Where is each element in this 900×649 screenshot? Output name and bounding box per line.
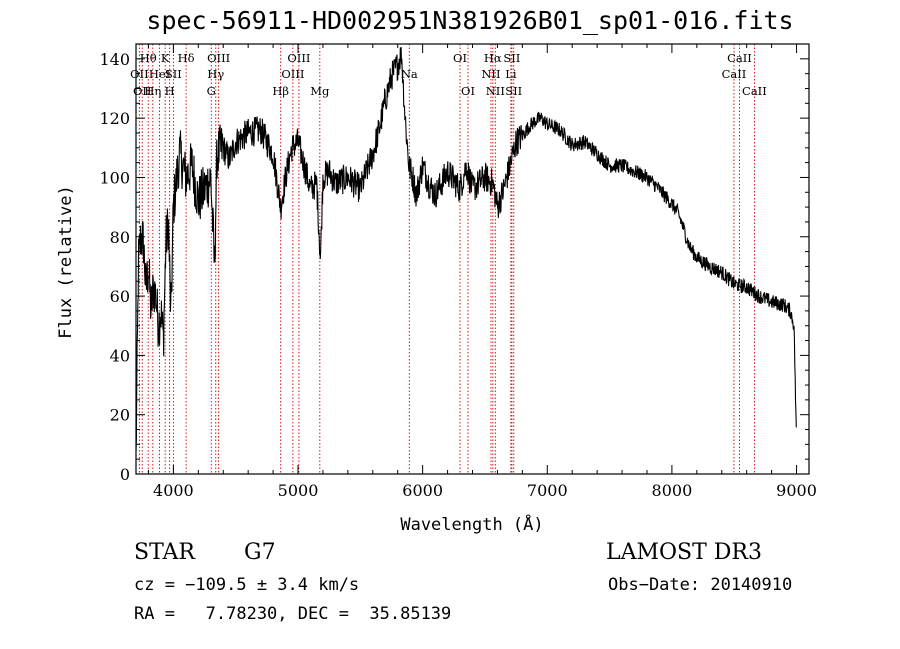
line-label: Hα: [484, 51, 502, 65]
line-label: OII: [133, 84, 152, 98]
line-label: OI: [453, 51, 467, 65]
line-label: K: [161, 51, 170, 65]
line-label: Na: [401, 67, 418, 81]
x-tick-label: 9000: [776, 481, 817, 500]
emission-line-labels: OIIOIIHθHηHeIKHSIIHδGHγOIIIHβOIIIOIIIMgN…: [130, 51, 767, 98]
line-label: SII: [165, 67, 182, 81]
y-tick-label: 120: [99, 109, 130, 128]
line-label: Li: [505, 67, 517, 81]
line-label: CaII: [742, 84, 767, 98]
spectrum-series: [135, 46, 797, 451]
y-axis-label: Flux (relative): [56, 185, 76, 339]
emission-line-markers: [138, 44, 755, 474]
line-label: Hγ: [207, 67, 224, 81]
line-label: Mg: [310, 84, 330, 98]
line-label: Hδ: [178, 51, 195, 65]
observation-date: Obs−Date: 20140910: [608, 575, 793, 595]
line-label: H: [165, 84, 175, 98]
y-tick-label: 40: [110, 346, 130, 365]
line-label: Hη: [144, 84, 161, 98]
line-label: NII: [481, 67, 500, 81]
line-label: CaII: [727, 51, 752, 65]
chart-title: spec-56911-HD002951N381926B01_sp01-016.f…: [146, 6, 794, 35]
line-label: CaII: [722, 67, 747, 81]
x-tick-label: 4000: [153, 481, 194, 500]
line-label: Hβ: [272, 84, 289, 98]
axis-ticks: [136, 44, 809, 475]
line-label: Hθ: [140, 51, 157, 65]
line-label: NII: [486, 84, 505, 98]
y-tick-label: 80: [110, 228, 130, 247]
line-label: OIII: [287, 51, 310, 65]
y-tick-label: 0: [120, 465, 130, 484]
x-tick-label: 8000: [652, 481, 693, 500]
line-label: HeI: [149, 67, 170, 81]
plot-frame: [135, 43, 810, 475]
redshift-value: cz = −109.5 ± 3.4 km/s: [134, 575, 360, 595]
line-label: OIII: [281, 67, 304, 81]
survey-name: LAMOST DR3: [606, 540, 762, 565]
line-label: SII: [505, 84, 522, 98]
line-label: OI: [461, 84, 475, 98]
x-tick-label: 5000: [278, 481, 319, 500]
axis-tick-labels: 4000 5000 6000 7000 8000 9000 0 20 40 60 80 100 120 1…: [99, 50, 816, 500]
line-label: SII: [503, 51, 520, 65]
x-tick-label: 7000: [527, 481, 568, 500]
x-tick-label: 6000: [402, 481, 443, 500]
x-axis-label: Wavelength (Å): [400, 513, 543, 535]
coordinates: RA = 7.78230, DEC = 35.85139: [134, 604, 452, 624]
object-class: STAR: [134, 540, 195, 565]
object-subclass: G7: [244, 540, 276, 565]
y-tick-label: 140: [99, 50, 130, 69]
line-label: G: [207, 84, 216, 98]
y-tick-label: 60: [110, 287, 130, 306]
y-tick-label: 100: [99, 168, 130, 187]
y-tick-label: 20: [110, 406, 130, 425]
line-label: OIII: [207, 51, 230, 65]
